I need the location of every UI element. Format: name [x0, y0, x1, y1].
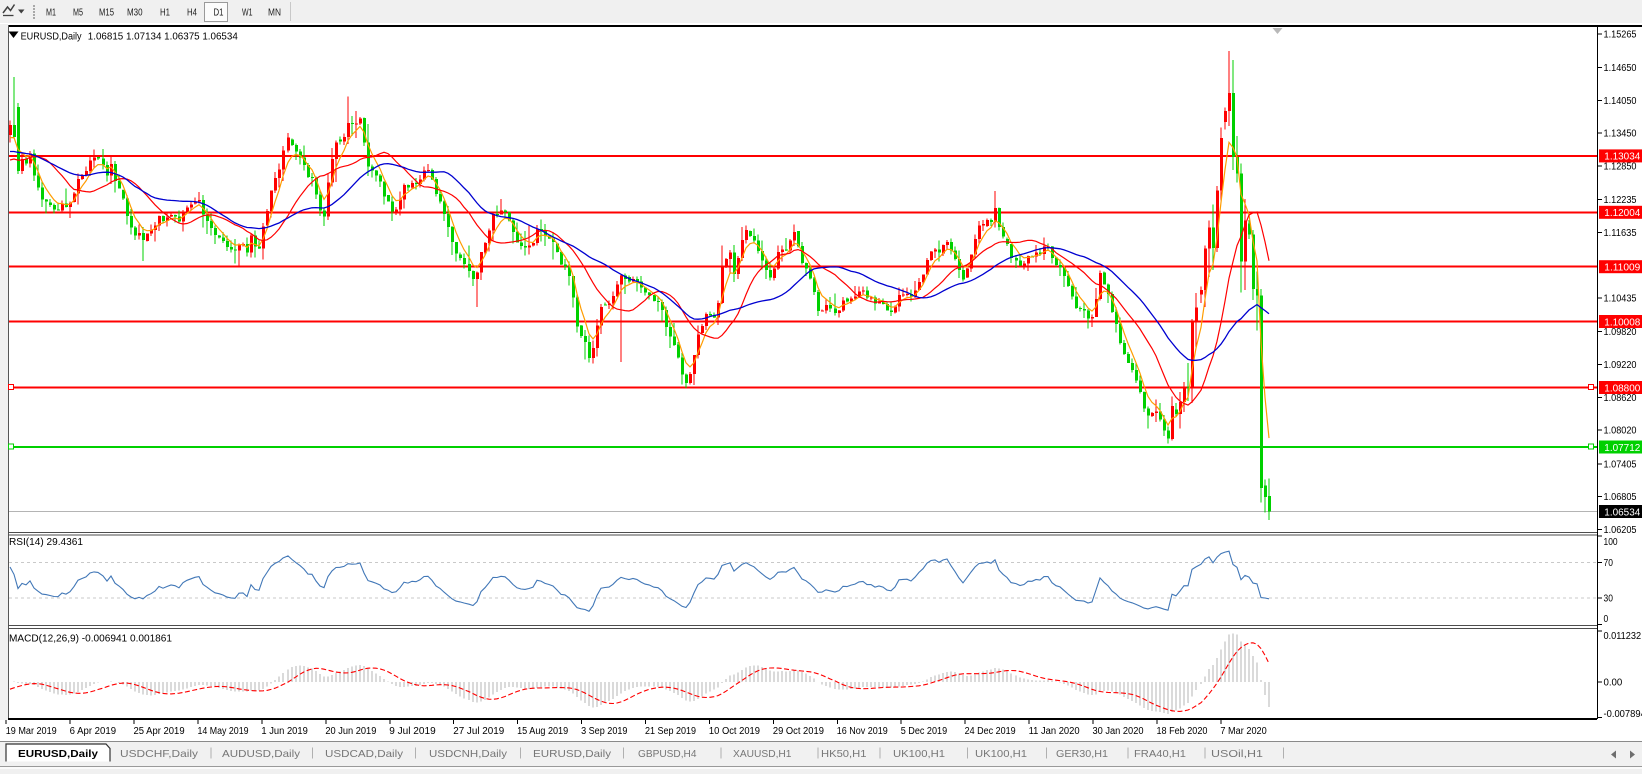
svg-text:1.11635: 1.11635 [1604, 228, 1637, 239]
svg-text:1.06815 1.07134 1.06375 1.0653: 1.06815 1.07134 1.06375 1.06534 [88, 31, 238, 43]
svg-text:RSI(14) 29.4361: RSI(14) 29.4361 [9, 536, 83, 548]
svg-text:1.10008: 1.10008 [1604, 317, 1640, 328]
svg-text:-0.007894: -0.007894 [1604, 709, 1642, 720]
svg-text:1.13450: 1.13450 [1604, 129, 1637, 140]
svg-text:EURUSD,Daily: EURUSD,Daily [533, 748, 612, 760]
svg-text:M1: M1 [46, 8, 56, 19]
svg-text:W1: W1 [242, 8, 253, 19]
svg-text:USDCHF,Daily: USDCHF,Daily [120, 748, 199, 760]
svg-text:14 May 2019: 14 May 2019 [197, 726, 248, 737]
svg-text:MACD(12,26,9) -0.006941 0.0018: MACD(12,26,9) -0.006941 0.001861 [9, 633, 172, 645]
svg-text:1.15265: 1.15265 [1604, 29, 1637, 40]
svg-text:15 Aug 2019: 15 Aug 2019 [517, 726, 568, 737]
svg-text:1.09220: 1.09220 [1604, 360, 1637, 371]
svg-text:9 Jul 2019: 9 Jul 2019 [389, 726, 436, 737]
svg-text:USDCNH,Daily: USDCNH,Daily [429, 748, 508, 760]
svg-text:UK100,H1: UK100,H1 [975, 748, 1027, 760]
svg-text:0.011232: 0.011232 [1604, 631, 1642, 642]
svg-text:USOil,H1: USOil,H1 [1211, 748, 1263, 760]
svg-text:1.07405: 1.07405 [1604, 459, 1637, 470]
svg-text:1.09820: 1.09820 [1604, 327, 1637, 338]
svg-text:1.08020: 1.08020 [1604, 426, 1637, 437]
svg-text:0: 0 [1604, 614, 1609, 625]
svg-text:HK50,H1: HK50,H1 [821, 748, 867, 760]
svg-text:1 Jun 2019: 1 Jun 2019 [261, 726, 308, 737]
svg-text:1.11009: 1.11009 [1604, 263, 1640, 274]
svg-text:1.12850: 1.12850 [1604, 162, 1637, 173]
svg-text:EURUSD,Daily: EURUSD,Daily [21, 31, 83, 43]
svg-text:GER30,H1: GER30,H1 [1056, 748, 1108, 760]
svg-text:1.12235: 1.12235 [1604, 195, 1637, 206]
svg-text:1.13034: 1.13034 [1604, 152, 1640, 163]
svg-text:M15: M15 [99, 8, 114, 19]
svg-text:100: 100 [1604, 537, 1618, 548]
svg-text:6 Apr 2019: 6 Apr 2019 [70, 726, 117, 737]
svg-text:1.07712: 1.07712 [1604, 443, 1640, 454]
svg-text:1.06534: 1.06534 [1604, 507, 1640, 518]
svg-text:16 Nov 2019: 16 Nov 2019 [837, 726, 888, 737]
svg-text:25 Apr 2019: 25 Apr 2019 [134, 726, 185, 737]
svg-text:1.06805: 1.06805 [1604, 492, 1637, 503]
svg-text:USDCAD,Daily: USDCAD,Daily [325, 748, 404, 760]
svg-text:21 Sep 2019: 21 Sep 2019 [645, 726, 696, 737]
svg-text:1.10435: 1.10435 [1604, 294, 1637, 305]
svg-text:M30: M30 [127, 8, 143, 19]
svg-text:1.06205: 1.06205 [1604, 525, 1637, 536]
svg-text:19 Mar 2019: 19 Mar 2019 [6, 726, 57, 737]
svg-text:11 Jan 2020: 11 Jan 2020 [1029, 726, 1080, 737]
svg-text:27 Jul 2019: 27 Jul 2019 [453, 726, 504, 737]
svg-text:EURUSD,Daily: EURUSD,Daily [18, 748, 98, 760]
svg-text:H1: H1 [160, 8, 170, 19]
svg-text:18 Feb 2020: 18 Feb 2020 [1156, 726, 1207, 737]
svg-text:1.08620: 1.08620 [1604, 393, 1637, 404]
svg-text:10 Oct 2019: 10 Oct 2019 [709, 726, 760, 737]
svg-text:AUDUSD,Daily: AUDUSD,Daily [222, 748, 301, 760]
svg-text:20 Jun 2019: 20 Jun 2019 [325, 726, 376, 737]
svg-text:3 Sep 2019: 3 Sep 2019 [581, 726, 628, 737]
svg-text:FRA40,H1: FRA40,H1 [1134, 748, 1186, 760]
svg-text:1.12004: 1.12004 [1604, 208, 1640, 219]
svg-text:30 Jan 2020: 30 Jan 2020 [1093, 726, 1144, 737]
svg-text:70: 70 [1604, 558, 1614, 569]
svg-text:GBPUSD,H4: GBPUSD,H4 [638, 748, 697, 760]
svg-text:24 Dec 2019: 24 Dec 2019 [965, 726, 1016, 737]
svg-text:1.08800: 1.08800 [1604, 383, 1640, 394]
svg-text:7 Mar 2020: 7 Mar 2020 [1220, 726, 1267, 737]
svg-text:30: 30 [1604, 593, 1614, 604]
svg-text:D1: D1 [214, 8, 224, 19]
svg-text:1.14650: 1.14650 [1604, 63, 1637, 74]
svg-text:0.00: 0.00 [1604, 678, 1623, 689]
svg-text:29 Oct 2019: 29 Oct 2019 [773, 726, 824, 737]
svg-text:M5: M5 [73, 8, 83, 19]
svg-text:1.14050: 1.14050 [1604, 96, 1637, 107]
svg-text:5 Dec 2019: 5 Dec 2019 [901, 726, 948, 737]
svg-text:XAUUSD,H1: XAUUSD,H1 [733, 748, 792, 760]
svg-text:MN: MN [268, 8, 281, 19]
svg-text:UK100,H1: UK100,H1 [893, 748, 945, 760]
svg-text:H4: H4 [187, 8, 197, 19]
